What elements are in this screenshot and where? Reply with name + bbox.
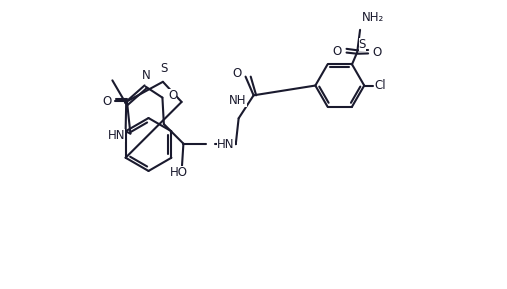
Text: O: O [168, 89, 177, 102]
Text: S: S [160, 62, 167, 75]
Text: Cl: Cl [374, 79, 386, 92]
Text: HO: HO [170, 166, 188, 179]
Text: O: O [233, 67, 242, 80]
Text: O: O [102, 95, 112, 108]
Text: NH₂: NH₂ [361, 10, 384, 23]
Text: N: N [142, 68, 151, 81]
Text: O: O [373, 46, 382, 59]
Text: O: O [333, 45, 342, 58]
Text: S: S [358, 38, 366, 51]
Text: HN: HN [107, 129, 125, 142]
Text: NH: NH [229, 95, 247, 108]
Text: HN: HN [218, 138, 235, 151]
